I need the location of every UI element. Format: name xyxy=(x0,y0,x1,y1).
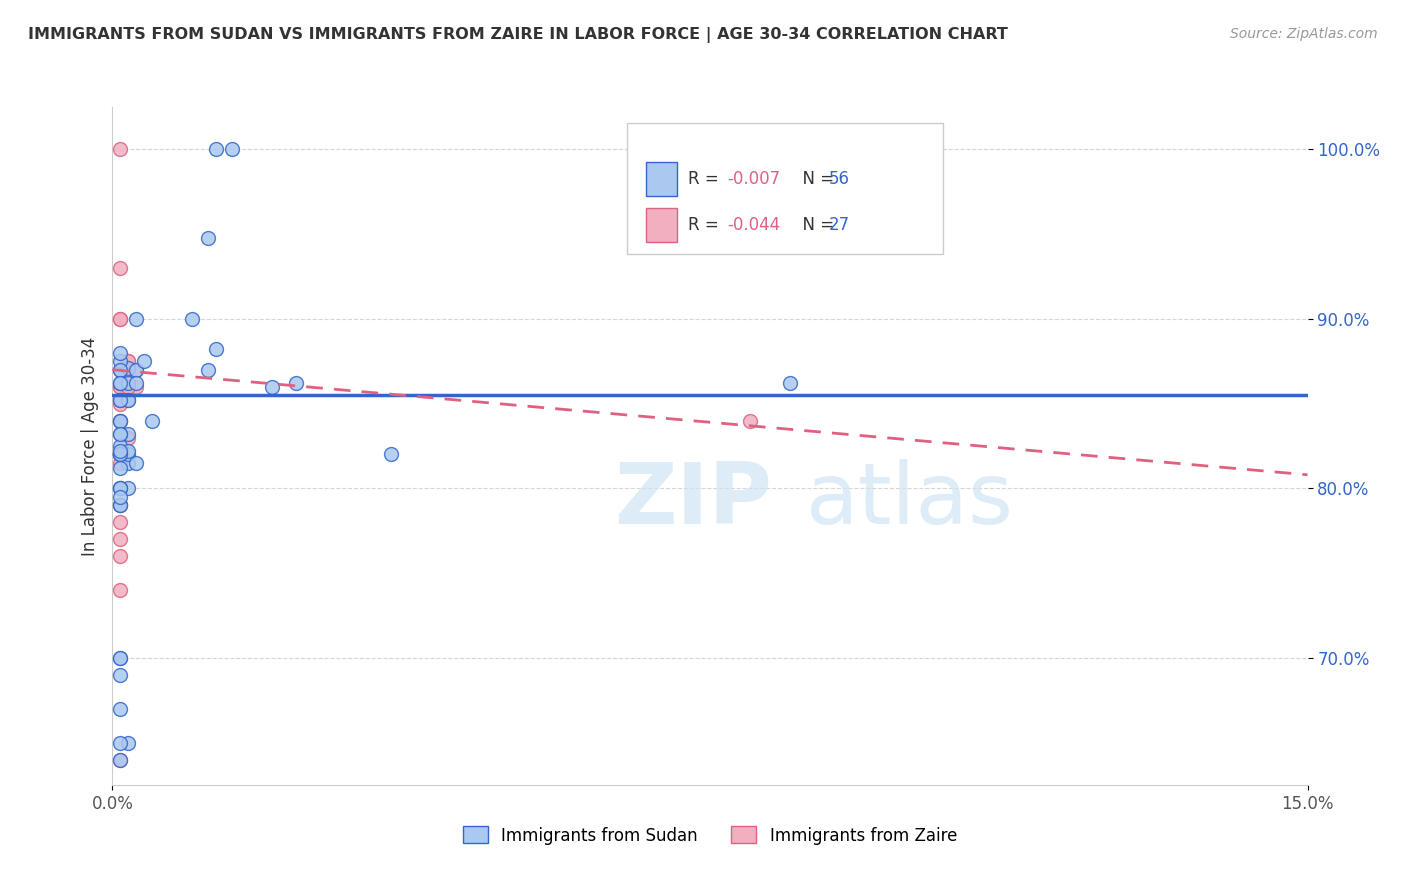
Point xyxy=(110,427,132,442)
Point xyxy=(110,376,132,391)
Point xyxy=(117,431,139,445)
Point xyxy=(110,380,132,394)
Point xyxy=(110,427,132,442)
Text: N =: N = xyxy=(792,170,839,188)
Point xyxy=(110,260,132,275)
Point xyxy=(110,447,132,462)
Point xyxy=(117,456,139,470)
Point xyxy=(110,142,132,156)
Point xyxy=(110,447,132,462)
Point xyxy=(110,651,132,665)
Point xyxy=(117,427,139,442)
Point xyxy=(117,354,139,368)
Point xyxy=(110,362,132,376)
Point xyxy=(110,447,132,462)
Point xyxy=(110,498,132,512)
Point xyxy=(738,414,761,428)
Point xyxy=(110,667,132,681)
Text: atlas: atlas xyxy=(806,458,1014,541)
Text: -0.044: -0.044 xyxy=(727,217,780,235)
Point xyxy=(110,414,132,428)
Point xyxy=(110,447,132,462)
Text: -0.007: -0.007 xyxy=(727,170,780,188)
Point xyxy=(110,651,132,665)
Point xyxy=(110,376,132,391)
Point xyxy=(197,230,219,244)
Point xyxy=(134,354,156,368)
Point xyxy=(110,447,132,462)
Point xyxy=(110,461,132,475)
Point xyxy=(110,345,132,359)
Text: Source: ZipAtlas.com: Source: ZipAtlas.com xyxy=(1230,27,1378,41)
Point xyxy=(125,456,148,470)
Point xyxy=(125,311,148,326)
Point xyxy=(117,362,139,376)
Point xyxy=(110,583,132,598)
Y-axis label: In Labor Force | Age 30-34: In Labor Force | Age 30-34 xyxy=(80,336,98,556)
Text: N =: N = xyxy=(792,217,839,235)
Point xyxy=(197,362,219,376)
Point xyxy=(110,311,132,326)
Point xyxy=(141,414,163,428)
Point xyxy=(110,414,132,428)
Text: 27: 27 xyxy=(828,217,849,235)
Point xyxy=(110,701,132,715)
Point xyxy=(110,447,132,462)
Point xyxy=(260,380,283,394)
Text: R =: R = xyxy=(688,217,724,235)
Point xyxy=(110,735,132,749)
Point xyxy=(380,447,402,462)
Point xyxy=(779,376,801,391)
Point xyxy=(125,376,148,391)
Point xyxy=(205,343,228,357)
Point xyxy=(117,376,139,391)
Point xyxy=(125,362,148,376)
Text: IMMIGRANTS FROM SUDAN VS IMMIGRANTS FROM ZAIRE IN LABOR FORCE | AGE 30-34 CORREL: IMMIGRANTS FROM SUDAN VS IMMIGRANTS FROM… xyxy=(28,27,1008,43)
Point xyxy=(110,481,132,495)
Point xyxy=(117,481,139,495)
Point xyxy=(110,414,132,428)
Point xyxy=(205,142,228,156)
Point xyxy=(110,439,132,453)
Point xyxy=(110,456,132,470)
Point xyxy=(110,362,132,376)
Point xyxy=(110,549,132,564)
Point xyxy=(117,735,139,749)
Point xyxy=(117,380,139,394)
Point xyxy=(125,362,148,376)
Point xyxy=(117,447,139,462)
Point xyxy=(110,444,132,458)
Text: ZIP: ZIP xyxy=(614,458,772,541)
Point xyxy=(221,142,243,156)
Point xyxy=(110,753,132,767)
Legend: Immigrants from Sudan, Immigrants from Zaire: Immigrants from Sudan, Immigrants from Z… xyxy=(457,820,963,851)
Point xyxy=(110,354,132,368)
Point xyxy=(284,376,307,391)
Point xyxy=(110,532,132,546)
Point xyxy=(125,380,148,394)
Point xyxy=(110,481,132,495)
Point xyxy=(110,490,132,504)
Point xyxy=(110,515,132,529)
Point xyxy=(117,444,139,458)
Point xyxy=(181,311,204,326)
Point xyxy=(110,753,132,767)
Point xyxy=(110,393,132,408)
Point xyxy=(110,447,132,462)
Point xyxy=(117,361,139,376)
Point xyxy=(117,354,139,368)
Point xyxy=(117,393,139,408)
Text: R =: R = xyxy=(688,170,724,188)
Point xyxy=(110,396,132,410)
Point xyxy=(110,393,132,408)
Point xyxy=(110,498,132,512)
Point xyxy=(117,393,139,408)
Point xyxy=(110,481,132,495)
Text: 56: 56 xyxy=(828,170,849,188)
Point xyxy=(110,498,132,512)
Point xyxy=(110,380,132,394)
Point xyxy=(110,311,132,326)
